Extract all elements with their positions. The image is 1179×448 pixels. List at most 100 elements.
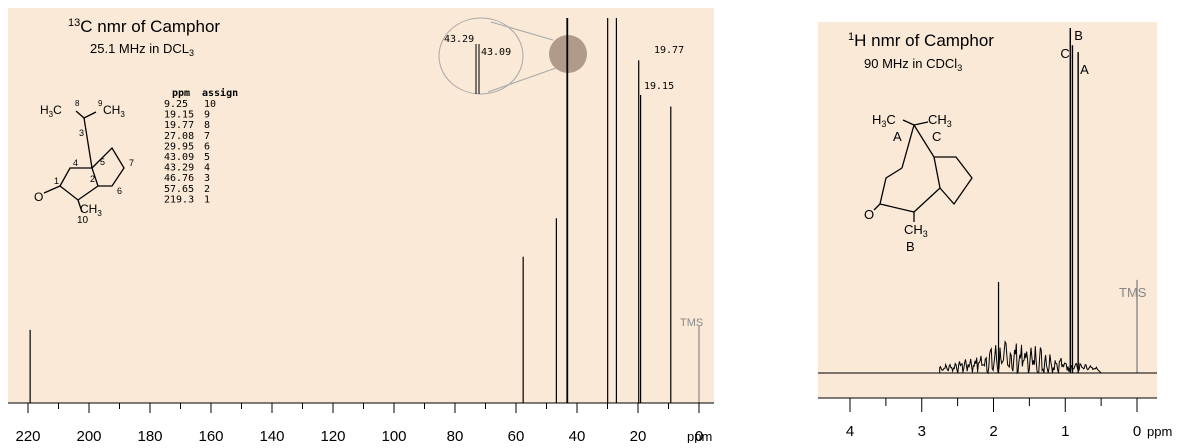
bond-ring-right bbox=[934, 156, 973, 206]
table-ppm-7: 46.76 bbox=[164, 173, 194, 184]
label-ch3-right: CH3 bbox=[103, 103, 125, 119]
h1-peak-label-b: B bbox=[1074, 28, 1083, 43]
label-ch3-bottom: CH3 bbox=[904, 222, 928, 239]
table-header-assign: assign bbox=[202, 87, 238, 99]
bond-ring-right bbox=[91, 146, 125, 187]
label-a: A bbox=[893, 129, 902, 144]
h1-tick-label-2: 2 bbox=[989, 423, 997, 440]
bond-ch3-bottom bbox=[77, 199, 83, 213]
c13-x-axis: 220 200 180 160 140 120 100 80 60 40 20 0 bbox=[15, 403, 703, 445]
c13-tick-label-60: 60 bbox=[508, 428, 525, 443]
table-assign-4: 6 bbox=[204, 141, 210, 152]
bond-bridge bbox=[913, 124, 941, 213]
label-o: O bbox=[864, 207, 874, 222]
c13-tick-label-20: 20 bbox=[630, 428, 647, 443]
label-c9: 9 bbox=[98, 99, 103, 108]
peak-label-19-15: 19.15 bbox=[644, 81, 674, 92]
c13-tick-label-200: 200 bbox=[76, 428, 101, 443]
label-n1: 1 bbox=[54, 176, 59, 186]
c13-tick-label-100: 100 bbox=[381, 428, 406, 443]
label-h3c: H3C bbox=[872, 112, 896, 129]
table-assign-5: 5 bbox=[204, 152, 210, 163]
label-c: C bbox=[932, 129, 941, 144]
h1-peak-label-c: C bbox=[1060, 46, 1069, 61]
h1-camphor-structure bbox=[873, 119, 973, 222]
table-assign-0: 10 bbox=[204, 99, 216, 110]
label-b: B bbox=[906, 239, 915, 254]
table-assign-6: 4 bbox=[204, 163, 210, 174]
c13-plot-area bbox=[8, 8, 714, 403]
h1-tick-label-3: 3 bbox=[918, 423, 926, 440]
table-ppm-6: 43.29 bbox=[164, 163, 194, 174]
table-ppm-9: 219.3 bbox=[164, 194, 194, 205]
c13-structure-labels: H3C 8 9 CH3 3 4 5 7 1 2 6 O CH3 10 bbox=[34, 99, 134, 226]
bond-ch3-a bbox=[902, 119, 915, 126]
label-n10: 10 bbox=[77, 215, 89, 226]
bond-ch3-c bbox=[913, 121, 929, 126]
bond-c8 bbox=[75, 110, 85, 119]
label-o: O bbox=[34, 190, 43, 204]
table-assign-1: 9 bbox=[204, 110, 210, 121]
label-n5: 5 bbox=[100, 157, 105, 167]
bond-c9 bbox=[83, 111, 97, 119]
peak-label-43-09: 43.09 bbox=[481, 47, 511, 58]
bond-bridge-left bbox=[901, 124, 915, 169]
h1-multiplet-trace bbox=[939, 282, 1102, 375]
label-n2: 2 bbox=[90, 174, 95, 184]
c13-assignment-table: ppm assign 9.25 10 19.15 9 19.77 8 27.08 7 29.95… bbox=[164, 87, 238, 205]
c13-xlabel: ppm bbox=[687, 429, 712, 443]
label-n7: 7 bbox=[129, 158, 134, 168]
h1-tick-label-0: 0 bbox=[1133, 423, 1141, 440]
h1-peaks bbox=[1069, 28, 1138, 373]
h1-tick-label-4: 4 bbox=[846, 423, 854, 440]
table-assign-9: 1 bbox=[204, 194, 210, 205]
bond-ring-left bbox=[879, 167, 915, 213]
label-n3: 3 bbox=[79, 128, 84, 138]
label-n4: 4 bbox=[73, 158, 78, 168]
zoom-leader-bottom bbox=[487, 67, 557, 93]
label-ch3-bottom: CH3 bbox=[80, 202, 102, 218]
peak-label-43-29: 43.29 bbox=[444, 34, 474, 45]
table-rows: 9.25 10 19.15 9 19.77 8 27.08 7 29.95 6 43.09 5 43.2… bbox=[164, 99, 216, 205]
h1-subtitle: 90 MHz in CDCl3 bbox=[864, 56, 962, 73]
label-c8: 8 bbox=[75, 99, 80, 108]
c13-subtitle: 25.1 MHz in DCL3 bbox=[90, 41, 194, 58]
h1-title: 1H nmr of Camphor bbox=[848, 31, 994, 50]
table-assign-7: 3 bbox=[204, 173, 210, 184]
c13-peaks bbox=[29, 18, 700, 403]
c13-camphor-structure bbox=[43, 110, 125, 213]
c13-tick-label-0: 0 bbox=[695, 428, 703, 443]
c13-tick-label-180: 180 bbox=[137, 428, 162, 443]
c13-tick-label-160: 160 bbox=[198, 428, 223, 443]
h1-multiplet-path bbox=[939, 339, 1102, 375]
h1-x-axis: 4 3 2 1 0 bbox=[846, 398, 1141, 440]
c13-title: 13C nmr of Camphor bbox=[68, 17, 220, 36]
h1-peak-label-a: A bbox=[1080, 62, 1089, 77]
h1-structure-labels: H3C A CH3 C O CH3 B bbox=[864, 112, 952, 254]
table-ppm-0: 9.25 bbox=[164, 99, 188, 110]
c13-tick-label-220: 220 bbox=[15, 428, 40, 443]
table-ppm-8: 57.65 bbox=[164, 184, 194, 195]
table-ppm-2: 19.77 bbox=[164, 120, 194, 131]
table-assign-2: 8 bbox=[204, 120, 210, 131]
label-ch3-right: CH3 bbox=[928, 112, 952, 129]
table-assign-3: 7 bbox=[204, 131, 210, 142]
table-ppm-3: 27.08 bbox=[164, 131, 194, 142]
bond-carbonyl bbox=[43, 185, 61, 194]
zoom-circle bbox=[438, 17, 524, 95]
bond-carbonyl bbox=[873, 203, 881, 211]
table-ppm-4: 29.95 bbox=[164, 141, 194, 152]
c13-tick-label-40: 40 bbox=[569, 428, 586, 443]
label-n6: 6 bbox=[117, 186, 122, 196]
c13-tick-label-120: 120 bbox=[320, 428, 345, 443]
h1-tick-label-1: 1 bbox=[1061, 423, 1069, 440]
h1-peak-label-tms: TMS bbox=[1119, 285, 1147, 300]
table-ppm-5: 43.09 bbox=[164, 152, 194, 163]
tms-label-c13: TMS bbox=[680, 317, 703, 329]
zoom-leader-top bbox=[490, 21, 554, 41]
table-header-ppm: ppm bbox=[172, 88, 190, 99]
label-h3c: H3C bbox=[40, 103, 62, 119]
h1-peak-labels: BCA TMS bbox=[1060, 28, 1146, 300]
